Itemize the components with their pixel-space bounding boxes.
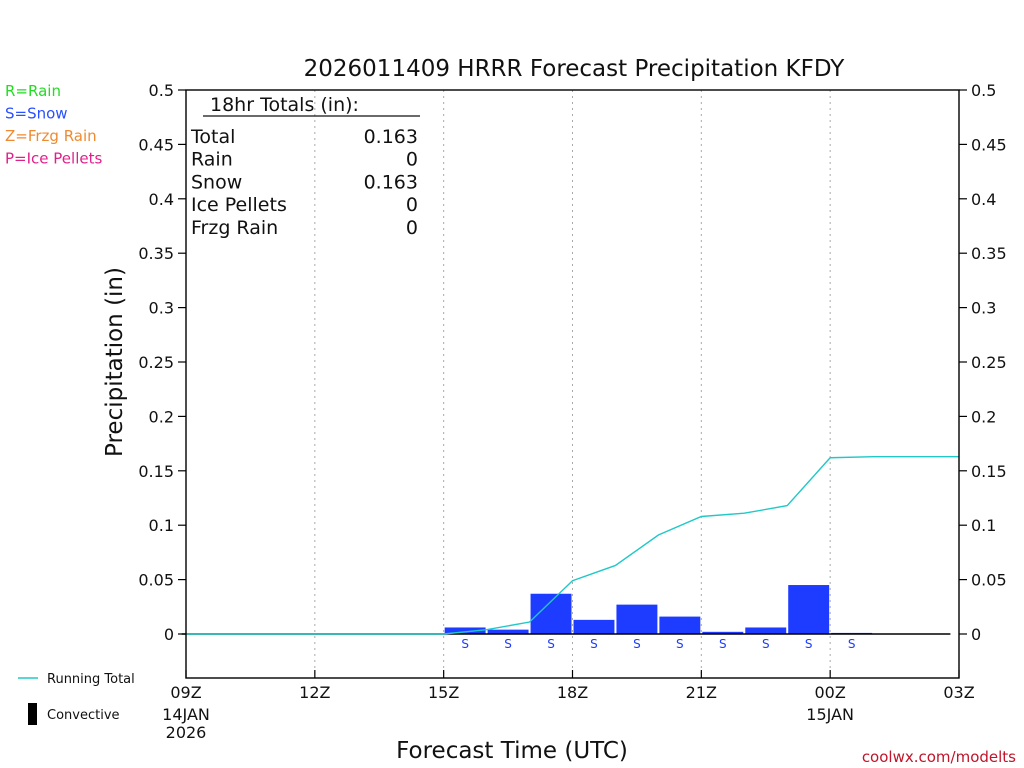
y-tick-label-left: 0.1 bbox=[149, 516, 174, 535]
ptype-marker: S bbox=[719, 637, 727, 651]
y-tick-label-right: 0.25 bbox=[971, 353, 1007, 372]
precip-bar bbox=[530, 593, 572, 634]
y-tick-label-right: 0 bbox=[971, 625, 981, 644]
precip-bar bbox=[487, 629, 529, 634]
totals-box: 18hr Totals (in): Total 0.163 Rain 0 Snow 0.1… bbox=[190, 94, 420, 239]
y-tick-label-right: 0.35 bbox=[971, 244, 1007, 263]
y-tick-label-left: 0.2 bbox=[149, 407, 174, 426]
precip-bar bbox=[788, 585, 830, 634]
ptype-marker: S bbox=[676, 637, 684, 651]
credit-text: coolwx.com/modelts bbox=[862, 748, 1016, 766]
y-tick-label-left: 0.25 bbox=[138, 353, 174, 372]
ptype-marker: S bbox=[461, 637, 469, 651]
y-tick-label-left: 0.3 bbox=[149, 299, 174, 318]
precip-bar bbox=[702, 631, 744, 634]
totals-row-label: Rain bbox=[191, 149, 233, 171]
y-tick-label-left: 0.5 bbox=[149, 81, 174, 100]
y-tick-label-right: 0.1 bbox=[971, 516, 996, 535]
ptype-marker: S bbox=[805, 637, 813, 651]
x-tick-label: 18Z bbox=[557, 683, 588, 702]
y-tick-label-left: 0.45 bbox=[138, 135, 174, 154]
y-axis-right: 0 0.05 0.1 0.15 0.2 0.25 0.3 0.35 0.4 0.45 0.5 bbox=[959, 81, 1007, 644]
totals-row-label: Frzg Rain bbox=[191, 217, 278, 239]
totals-row-value: 0.163 bbox=[364, 126, 418, 148]
chart-title: 2026011409 HRRR Forecast Precipitation K… bbox=[304, 56, 846, 82]
y-tick-label-right: 0.45 bbox=[971, 135, 1007, 154]
ptype-marker: S bbox=[590, 637, 598, 651]
ptype-marker: S bbox=[547, 637, 555, 651]
x-tick-label: 12Z bbox=[299, 683, 330, 702]
x-tick-label: 03Z bbox=[943, 683, 974, 702]
running-total-polyline bbox=[186, 455, 959, 635]
precip-bar bbox=[444, 627, 486, 634]
totals-title: 18hr Totals (in): bbox=[210, 94, 359, 116]
ptype-legend-entry: R=Rain bbox=[5, 82, 61, 100]
totals-row-value: 0 bbox=[406, 194, 418, 216]
y-tick-label-left: 0.05 bbox=[138, 571, 174, 590]
ptype-marker: S bbox=[504, 637, 512, 651]
precip-bar bbox=[659, 616, 701, 634]
x-tick-sublabel: 2026 bbox=[166, 723, 207, 742]
y-tick-label-right: 0.4 bbox=[971, 190, 996, 209]
y-tick-label-left: 0.15 bbox=[138, 462, 174, 481]
ptype-legend-entry: P=Ice Pellets bbox=[5, 150, 102, 168]
gridlines bbox=[314, 90, 831, 678]
y-tick-label-right: 0.3 bbox=[971, 299, 996, 318]
ptype-legend-entry: Z=Frzg Rain bbox=[5, 127, 97, 145]
totals-row-label: Snow bbox=[191, 171, 242, 193]
x-tick-label: 15Z bbox=[428, 683, 459, 702]
x-tick-label: 00Z bbox=[815, 683, 846, 702]
y-tick-label-left: 0 bbox=[164, 625, 174, 644]
y-tick-label-right: 0.2 bbox=[971, 407, 996, 426]
totals-rows: Total 0.163 Rain 0 Snow 0.163 Ice Pellets 0 Frzg… bbox=[190, 126, 418, 239]
bottom-legend: Running Total Convective bbox=[18, 672, 135, 725]
y-axis-label: Precipitation (in) bbox=[102, 267, 128, 457]
ptype-marker: S bbox=[633, 637, 641, 651]
precip-bars bbox=[444, 585, 873, 634]
ptype-legend: R=Rain S=Snow Z=Frzg Rain P=Ice Pellets bbox=[5, 82, 102, 168]
legend-bar-swatch bbox=[28, 703, 37, 725]
ptype-marker: S bbox=[762, 637, 770, 651]
ptype-marker: S bbox=[848, 637, 856, 651]
x-tick-sublabel: 15JAN bbox=[806, 705, 854, 724]
totals-row-value: 0 bbox=[406, 217, 418, 239]
totals-row-label: Ice Pellets bbox=[191, 194, 287, 216]
totals-row-value: 0.163 bbox=[364, 171, 418, 193]
running-total-line bbox=[186, 455, 959, 635]
y-tick-label-left: 0.35 bbox=[138, 244, 174, 263]
x-tick-label: 21Z bbox=[686, 683, 717, 702]
x-tick-label: 09Z bbox=[170, 683, 201, 702]
x-axis-label: Forecast Time (UTC) bbox=[396, 738, 628, 764]
y-tick-label-right: 0.15 bbox=[971, 462, 1007, 481]
ptype-legend-entry: S=Snow bbox=[5, 105, 68, 123]
y-axis-left: 0 0.05 0.1 0.15 0.2 0.25 0.3 0.35 0.4 0.45 0.5 bbox=[138, 81, 186, 644]
y-tick-label-left: 0.4 bbox=[149, 190, 174, 209]
precip-bar bbox=[616, 604, 658, 634]
precip-bar bbox=[745, 627, 787, 634]
totals-row-label: Total bbox=[190, 126, 235, 148]
legend-label: Running Total bbox=[47, 672, 135, 687]
precip-bar bbox=[573, 619, 615, 634]
x-tick-sublabel: 14JAN bbox=[162, 705, 210, 724]
legend-label: Convective bbox=[47, 708, 120, 723]
y-tick-label-right: 0.05 bbox=[971, 571, 1007, 590]
y-tick-label-right: 0.5 bbox=[971, 81, 996, 100]
totals-row-value: 0 bbox=[406, 149, 418, 171]
